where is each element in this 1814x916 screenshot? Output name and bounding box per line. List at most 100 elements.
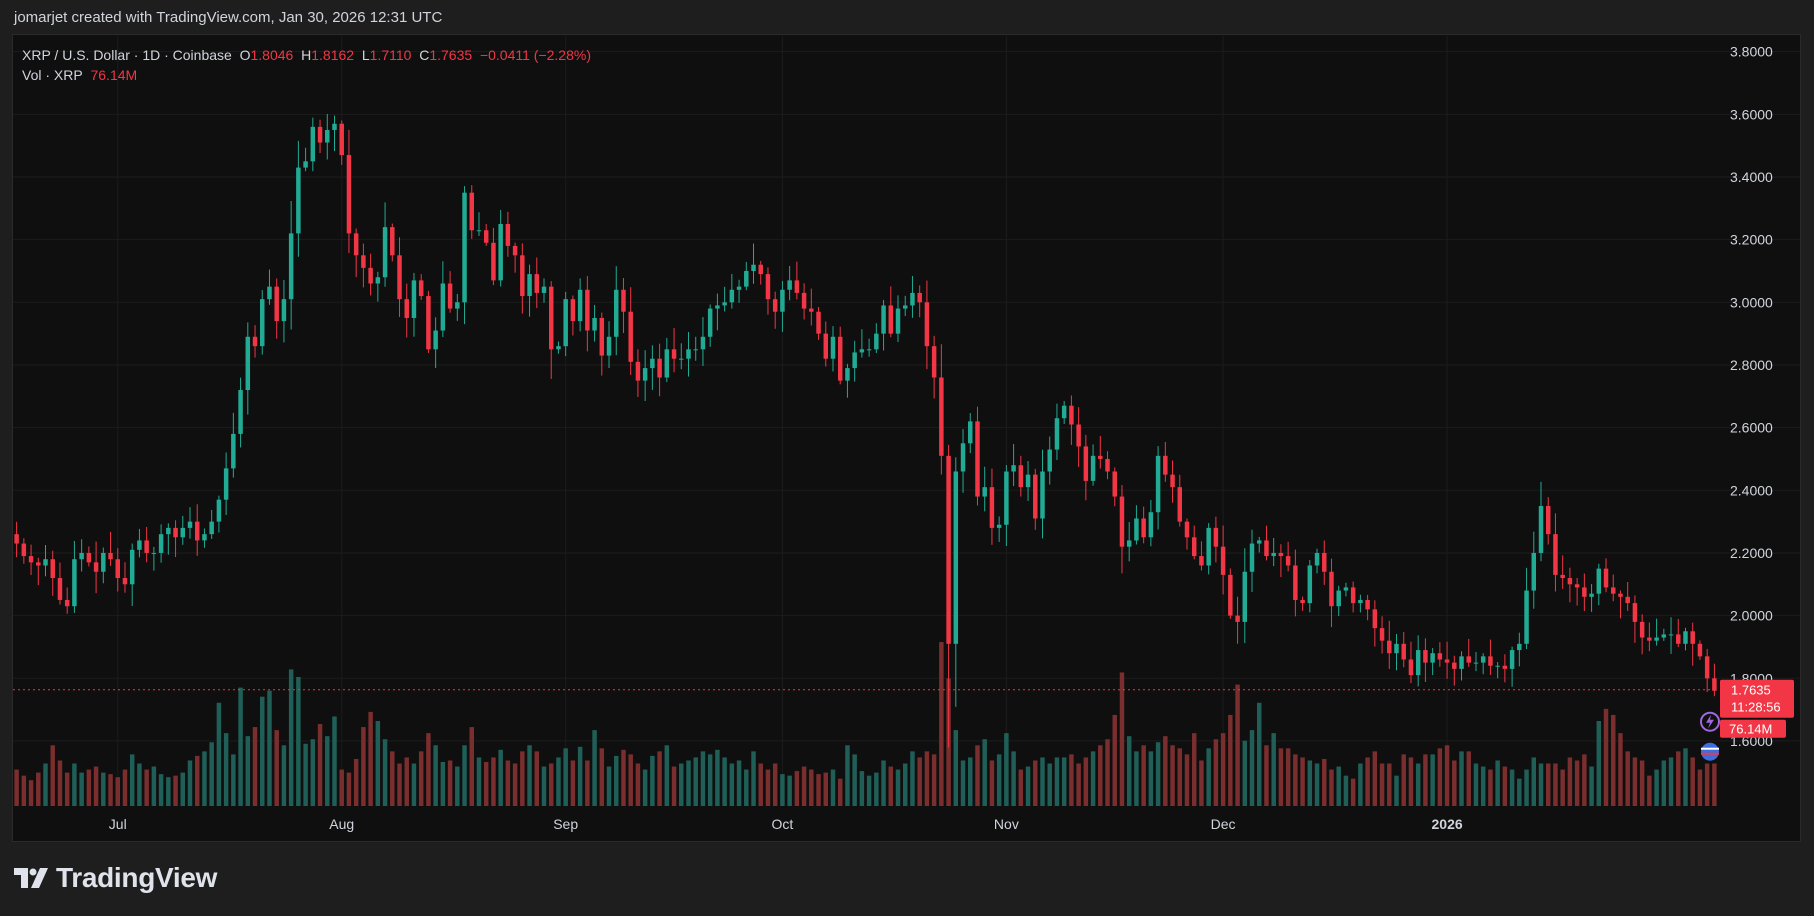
us-flag-event-icon [1701, 742, 1719, 761]
candle-body [122, 578, 128, 585]
chart-pane[interactable] [12, 34, 1801, 842]
candle-body [1069, 405, 1074, 425]
volume-bar [339, 769, 344, 806]
volume-bar [1567, 757, 1573, 806]
candle-body [21, 543, 27, 557]
candle-body [1314, 552, 1320, 566]
volume-bar [1661, 760, 1667, 806]
candle-body [137, 540, 142, 550]
candle-body [1076, 424, 1081, 447]
volume-bar [1560, 769, 1565, 806]
time-tick-label: Oct [772, 816, 794, 832]
volume-bar [837, 778, 843, 806]
volume-bar [1603, 708, 1609, 806]
volume-bar [469, 727, 475, 806]
volume-bar [476, 757, 482, 806]
volume-bar [1502, 766, 1508, 806]
volume-bar [483, 761, 489, 806]
volume-bar [1401, 754, 1406, 806]
candle-body [64, 599, 70, 607]
candle-body [902, 305, 908, 309]
candle-body [281, 299, 287, 322]
candle-body [809, 308, 814, 312]
candle-body [108, 552, 113, 560]
candle-body [426, 296, 431, 350]
volume-bar [996, 754, 1002, 806]
candle-body [115, 559, 120, 579]
candle-body [252, 336, 258, 347]
candle-body [1480, 656, 1486, 663]
candle-body [700, 336, 706, 350]
candle-body [751, 264, 756, 271]
volume-bar [1466, 751, 1471, 806]
candle-body [1105, 458, 1110, 472]
volume-bar [1517, 778, 1522, 806]
volume-bar [101, 772, 106, 806]
volume-bar [801, 766, 807, 806]
time-tick-label: Nov [994, 816, 1019, 832]
time-tick-label: Sep [553, 816, 578, 832]
candle-body [1083, 446, 1089, 481]
volume-bar [1358, 763, 1363, 806]
volume-bar [368, 711, 373, 806]
volume-bar [592, 730, 597, 806]
candle-body [592, 317, 597, 331]
volume-bar [664, 745, 670, 806]
volume-bar [108, 774, 113, 806]
candle-body [1676, 634, 1681, 644]
lightning-event-icon [1700, 711, 1720, 732]
volume-bar [1134, 751, 1139, 806]
volume-bar [1271, 733, 1276, 806]
volume-bar [585, 760, 590, 806]
candle-body [585, 289, 590, 331]
volume-bar [332, 716, 337, 806]
volume-bar [187, 760, 193, 806]
tradingview-logo[interactable]: TradingView [14, 862, 217, 894]
volume-bar [209, 742, 214, 806]
time-tick-label: Dec [1211, 816, 1236, 832]
candle-body [599, 317, 605, 356]
candle-body [173, 527, 178, 538]
candle-body [650, 358, 655, 369]
candle-body [556, 346, 561, 350]
candle-body [194, 521, 200, 541]
candle-body [1358, 599, 1363, 604]
volume-bar [1220, 733, 1226, 806]
candle-body [1119, 496, 1125, 547]
candle-body [14, 534, 19, 544]
volume-bar [780, 774, 785, 806]
volume-bar [1170, 745, 1175, 806]
candle-body [1553, 534, 1558, 575]
candle-body [1712, 678, 1717, 691]
candle-body [404, 299, 409, 318]
candle-body [440, 283, 446, 331]
candle-body [1459, 656, 1464, 669]
volume-label[interactable]: Vol · XRP [22, 67, 83, 83]
candle-body [1632, 603, 1638, 622]
volume-bar [144, 769, 149, 806]
candle-body [628, 311, 633, 362]
volume-bar [1184, 754, 1190, 806]
volume-bar [194, 755, 200, 806]
volume-bar [1618, 733, 1623, 806]
candle-body [881, 305, 886, 334]
volume-bar [173, 775, 178, 806]
candle-body [989, 487, 995, 528]
candle-body [1141, 518, 1146, 538]
volume-bar [1495, 760, 1500, 806]
volume-bar [859, 771, 865, 806]
candle-body [939, 377, 944, 456]
candle-body [744, 270, 749, 287]
volume-bar [1112, 714, 1117, 806]
candle-body [1025, 474, 1031, 488]
candle-body [715, 305, 720, 309]
candle-body [1256, 540, 1262, 544]
volume-bar [570, 760, 576, 806]
symbol-title[interactable]: XRP / U.S. Dollar · 1D · Coinbase [22, 47, 232, 63]
candle-body [1293, 565, 1298, 600]
volume-bar [809, 769, 814, 806]
volume-bar [36, 772, 41, 806]
candle-body [317, 126, 323, 143]
candle-body [361, 255, 366, 268]
